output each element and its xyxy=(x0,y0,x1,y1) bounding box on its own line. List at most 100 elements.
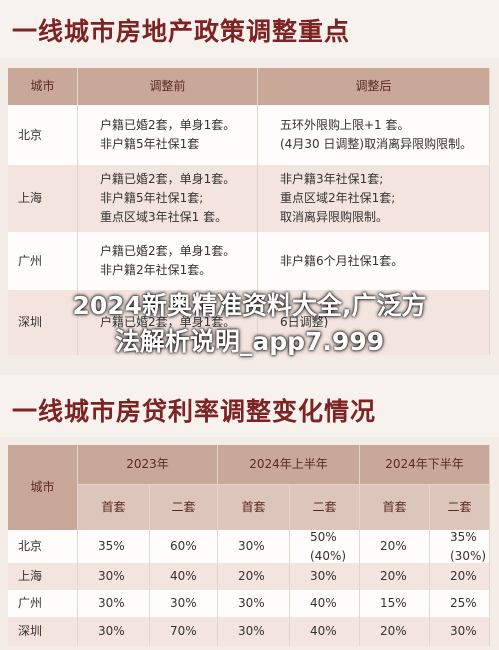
header-text: 首套 xyxy=(241,500,266,514)
table-header: 城市 xyxy=(8,68,78,105)
rate: 30% xyxy=(450,624,477,638)
header-text: 二套 xyxy=(447,500,472,514)
header-text: 调整后 xyxy=(355,79,392,93)
rate: 50%(40%) xyxy=(310,529,347,563)
city: 北京 xyxy=(18,539,43,553)
policy-line: 重点区域3年社保1 套。 xyxy=(100,210,228,224)
policy-line: 户籍已婚2套，单身1套。 xyxy=(100,244,236,258)
policy-line: 非户籍5年社保1套 xyxy=(100,137,200,151)
rate-cell: 20% xyxy=(360,617,430,646)
city-cell: 广州 xyxy=(8,232,78,290)
city-cell: 北京 xyxy=(8,105,78,165)
city-cell: 深圳 xyxy=(8,290,78,355)
rate-cell: 30% xyxy=(78,590,150,617)
rate-cell: 15% xyxy=(360,590,430,617)
rate-cell: 70% xyxy=(150,617,218,646)
group-header: 2024年下半年 xyxy=(360,445,490,485)
group-header: 2023年 xyxy=(78,445,218,485)
city: 广州 xyxy=(18,253,43,268)
rate: 40% xyxy=(310,624,337,638)
rate-cell: 20% xyxy=(218,563,290,590)
rate-cell: 20% xyxy=(360,530,430,563)
rate: 35%(30%) xyxy=(450,529,487,563)
sub-header: 首套 xyxy=(218,485,290,530)
rate: 30% xyxy=(98,596,125,610)
header-text: 2024年上半年 xyxy=(249,457,328,471)
rate-cell: 60% xyxy=(150,530,218,563)
rate-cell: 30% xyxy=(218,530,290,563)
policy-line: 非户籍5年社保1套; xyxy=(100,191,204,205)
policy-line: 重点区域2年社保1套; xyxy=(280,191,396,205)
rate: 70% xyxy=(170,624,197,638)
rate-cell: 30% xyxy=(150,590,218,617)
header-band xyxy=(0,375,499,437)
policy-line: 6日调整) xyxy=(280,315,329,329)
rate: 30% xyxy=(238,596,265,610)
city: 北京 xyxy=(18,127,43,142)
policy-line: (4月30 日调整)取消离异限购限制。 xyxy=(280,137,473,151)
policy-line: 户籍已婚2套，单身1套。 xyxy=(100,118,236,132)
title: 一线城市房地产政策调整重点 xyxy=(12,17,351,46)
policy-cell: 6日调整) xyxy=(258,290,490,355)
city: 上海 xyxy=(18,569,43,583)
policy-line: 非户籍3年社保1套; xyxy=(280,172,384,186)
table-header: 城市 xyxy=(8,445,78,530)
policy-cell: 非户籍6个月社保1套。 xyxy=(258,232,490,290)
policy-cell: 五环外限购上限+1 套。 (4月30 日调整)取消离异限购限制。 xyxy=(258,105,490,165)
rate-cell: 30% xyxy=(290,563,360,590)
policy-line: 非户籍6个月社保1套。 xyxy=(280,253,404,268)
rate: 30% xyxy=(98,569,125,583)
policy-cell: 户籍已婚2套，单身1套。 xyxy=(78,290,258,355)
watermark-line: 法解析说明_app7.999 xyxy=(114,327,385,356)
rate-cell: 20% xyxy=(430,563,490,590)
city: 上海 xyxy=(18,191,43,205)
rate-cell: 30% xyxy=(218,590,290,617)
rate: 30% xyxy=(238,624,265,638)
header-text: 2023年 xyxy=(126,457,169,471)
rate-cell: 30% xyxy=(78,563,150,590)
rate: 40% xyxy=(170,569,197,583)
city-cell: 广州 xyxy=(8,590,78,617)
rate: 30% xyxy=(170,596,197,610)
header-band xyxy=(0,0,499,58)
rate-cell: 40% xyxy=(290,617,360,646)
header-text: 城市 xyxy=(30,79,55,93)
city-cell: 深圳 xyxy=(8,617,78,646)
rate: 25% xyxy=(450,596,477,610)
header-text: 二套 xyxy=(312,500,337,514)
rate: 20% xyxy=(380,539,407,553)
rate: 35% xyxy=(98,539,125,553)
policy-cell: 户籍已婚2套，单身1套。 非户籍5年社保1套 xyxy=(78,105,258,165)
header-text: 二套 xyxy=(171,500,196,514)
city-cell: 北京 xyxy=(8,530,78,563)
rate-cell: 40% xyxy=(290,590,360,617)
rate-cell: 25% xyxy=(430,590,490,617)
rate: 15% xyxy=(380,596,407,610)
city: 深圳 xyxy=(18,624,43,638)
header-text: 城市 xyxy=(30,480,55,494)
rate: 20% xyxy=(380,624,407,638)
watermark-line: 2024新奥精准资料大全,广泛方 xyxy=(72,291,427,320)
rate: 40% xyxy=(310,596,337,610)
table-header: 调整前 xyxy=(78,68,258,105)
policy-line: 户籍已婚2套，单身1套。 xyxy=(100,172,236,186)
rate: 60% xyxy=(170,539,197,553)
policy-cell: 户籍已婚2套，单身1套。 非户籍2年社保1套。 xyxy=(78,232,258,290)
rate: 20% xyxy=(380,569,407,583)
header-text: 首套 xyxy=(101,500,126,514)
rate-cell: 40% xyxy=(150,563,218,590)
header-text: 首套 xyxy=(382,500,407,514)
policy-line: 五环外限购上限+1 套。 xyxy=(280,118,410,132)
sub-header: 首套 xyxy=(360,485,430,530)
rate-cell: 20% xyxy=(360,563,430,590)
group-header: 2024年上半年 xyxy=(218,445,360,485)
rate-cell: 30% xyxy=(218,617,290,646)
watermark: 2024新奥精准资料大全,广泛方 法解析说明_app7.999 xyxy=(0,288,499,368)
rate: 30% xyxy=(98,624,125,638)
rate-cell: 30% xyxy=(430,617,490,646)
policy-cell: 非户籍3年社保1套; 重点区域2年社保1套; 取消离异限购限制。 xyxy=(258,165,490,232)
rate-cell: 35%(30%) xyxy=(430,530,490,563)
rate: 20% xyxy=(450,569,477,583)
policy-cell: 户籍已婚2套，单身1套。 非户籍5年社保1套; 重点区域3年社保1 套。 xyxy=(78,165,258,232)
